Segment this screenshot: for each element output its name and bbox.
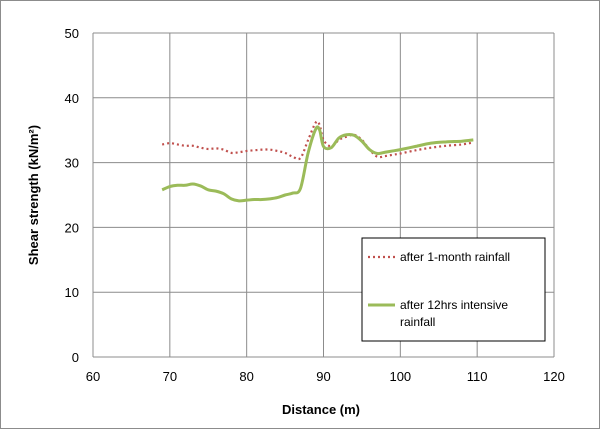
x-tick-label: 60	[86, 369, 100, 384]
y-tick-label: 30	[65, 156, 79, 171]
series-line-1-month	[161, 120, 474, 161]
y-tick-label: 20	[65, 220, 79, 235]
x-tick-label: 120	[543, 369, 565, 384]
y-tick-label: 10	[65, 285, 79, 300]
y-axis-ticks: 0 10 20 30 40 50	[65, 26, 79, 365]
y-tick-label: 40	[65, 91, 79, 106]
series-line-12hrs	[161, 125, 474, 203]
legend: after 1-month rainfall after 12hrs inten…	[361, 237, 546, 342]
y-tick-label: 0	[72, 350, 79, 365]
x-tick-label: 90	[316, 369, 330, 384]
x-tick-label: 110	[467, 369, 488, 384]
series-lines	[161, 120, 474, 203]
x-tick-label: 100	[389, 369, 411, 384]
grid	[92, 32, 555, 358]
legend-label-12hrs-line1: after 12hrs intensive	[400, 298, 508, 312]
legend-label-12hrs-line2: rainfall	[400, 315, 435, 329]
x-tick-label: 80	[239, 369, 253, 384]
legend-box	[361, 237, 546, 342]
x-tick-label: 70	[163, 369, 177, 384]
legend-label-1-month: after 1-month rainfall	[400, 250, 510, 264]
y-tick-label: 50	[65, 26, 79, 41]
x-axis-ticks: 60 70 80 90 100 110 120	[86, 369, 565, 384]
legend-label-12hrs: after 12hrs intensive rainfall	[400, 298, 511, 329]
y-axis-title: Shear strength (kN/m²)	[26, 125, 41, 265]
x-axis-title: Distance (m)	[282, 402, 360, 417]
